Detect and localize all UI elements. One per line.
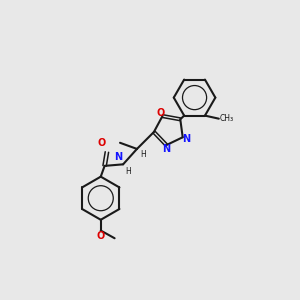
Text: N: N [182,134,190,144]
Text: O: O [157,108,165,118]
Text: H: H [125,167,131,176]
Text: CH₃: CH₃ [220,114,234,123]
Text: O: O [97,231,105,241]
Text: O: O [98,138,106,148]
Text: N: N [114,152,122,162]
Text: N: N [162,144,170,154]
Text: H: H [140,151,146,160]
